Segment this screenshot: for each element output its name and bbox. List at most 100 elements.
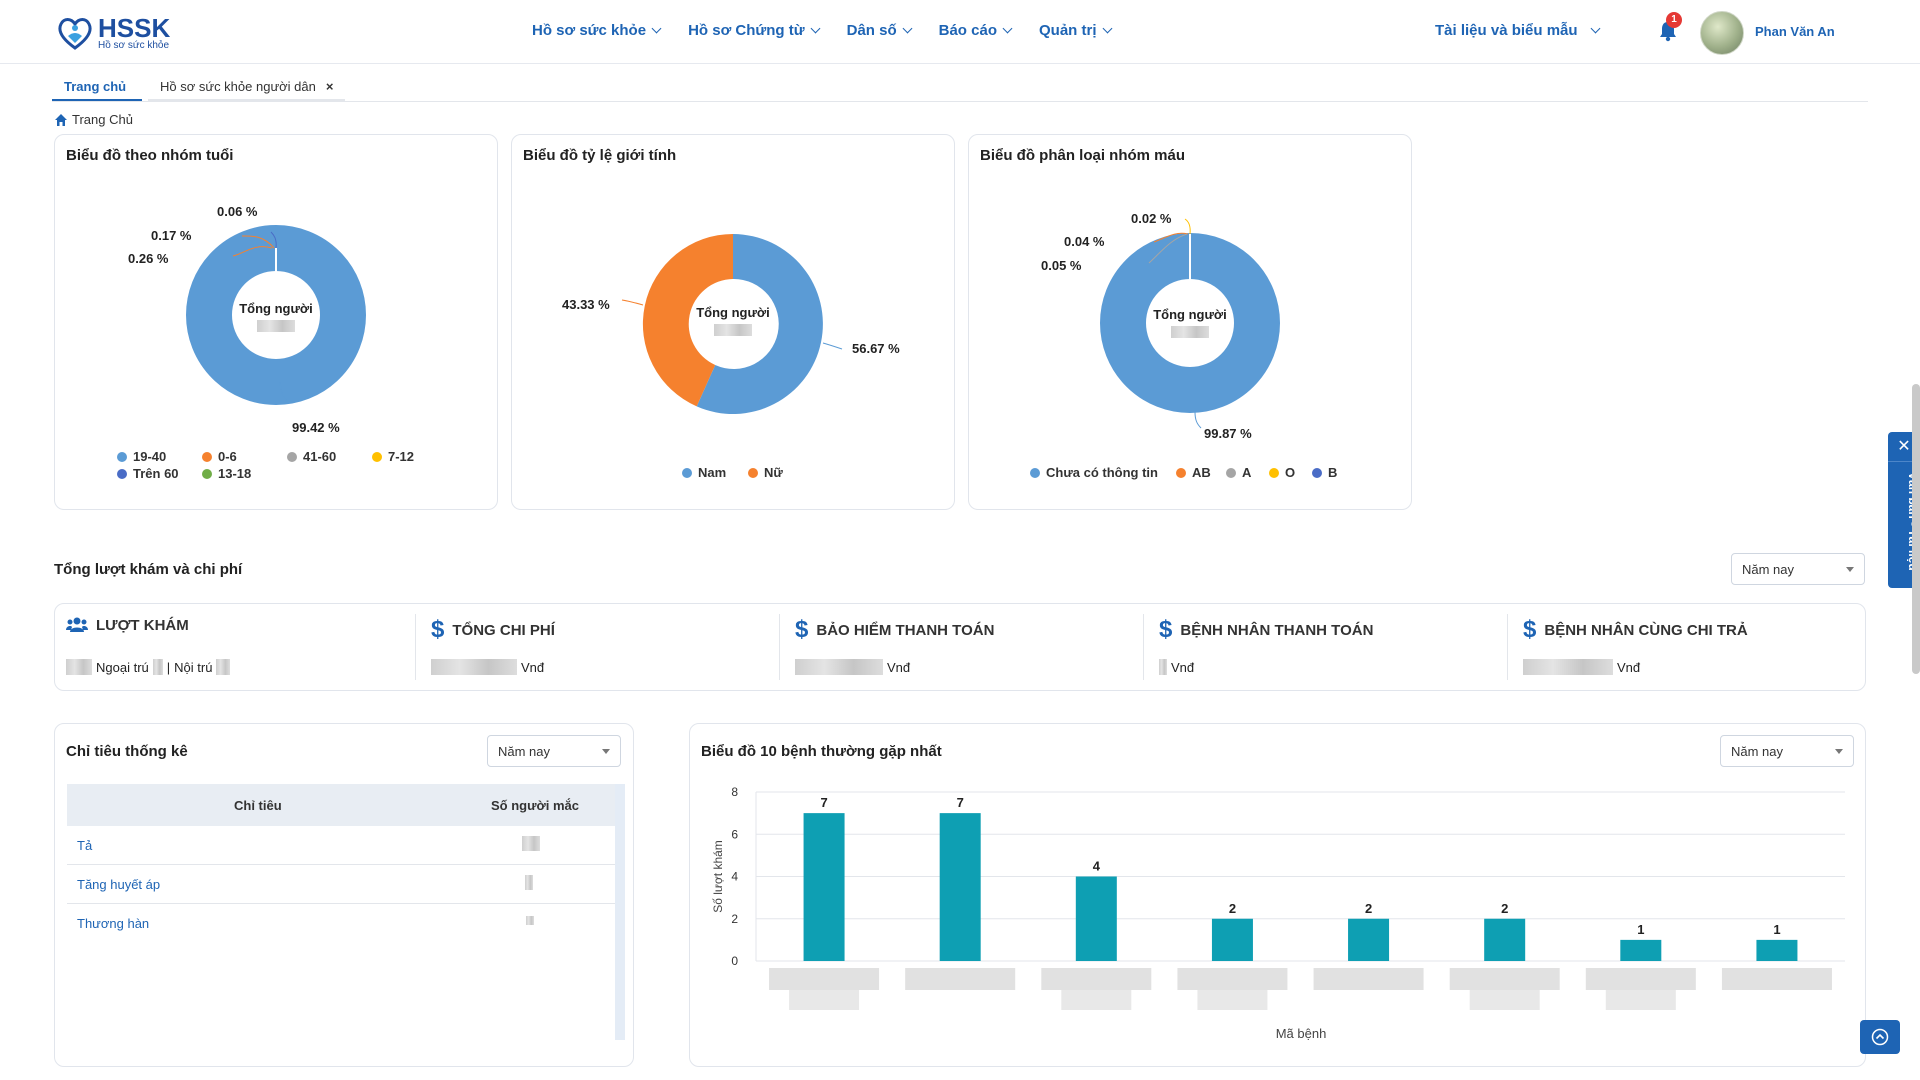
bar[interactable] (1348, 918, 1390, 961)
disease-chart-card: Biểu đồ 10 bệnh thường gặp nhất Năm nay … (689, 723, 1866, 1067)
stats-period-select[interactable]: Năm nay (487, 735, 621, 767)
legend-label: O (1285, 465, 1296, 480)
table-scrollbar[interactable] (615, 784, 625, 1040)
bar-value-label: 1 (1637, 922, 1644, 937)
nav-admin[interactable]: Quản trị (1039, 22, 1112, 39)
legend-item[interactable]: Nam (682, 465, 726, 480)
unit: Vnđ (1171, 659, 1195, 675)
gender-slice-male[interactable] (696, 234, 823, 414)
legend-item[interactable]: Chưa có thông tin (1030, 465, 1158, 480)
legend-item[interactable]: 41-60 (287, 449, 336, 464)
center-label: Tổng người (239, 301, 313, 316)
center-label: Tổng người (1153, 307, 1227, 322)
app-logo[interactable]: HSSK Hồ sơ sức khỏe (56, 14, 170, 52)
donut-center: Tổng người (226, 301, 326, 333)
redacted-value (525, 875, 533, 890)
legend-label: 13-18 (218, 466, 252, 481)
pct-label: 0.02 % (1131, 211, 1172, 226)
select-value: Năm nay (498, 743, 551, 759)
y-tick-label: 4 (731, 870, 738, 884)
row-link[interactable]: Tả (77, 838, 93, 853)
bar-value-label: 4 (1093, 859, 1101, 874)
stat-value: Vnđ (431, 659, 544, 675)
bar[interactable] (1211, 918, 1253, 961)
legend-item[interactable]: 0-6 (202, 449, 237, 464)
legend-label: 19-40 (133, 449, 167, 464)
tab-home[interactable]: Trang chủ (52, 77, 142, 101)
users-icon (66, 617, 88, 632)
separator: | (166, 659, 171, 675)
table-row: Thương hàn (67, 904, 625, 943)
bar[interactable] (803, 813, 845, 961)
gender-legend: Nam Nữ (682, 465, 882, 483)
redacted-x-label (1313, 968, 1424, 990)
bar[interactable] (1620, 939, 1662, 961)
breadcrumb-label[interactable]: Trang Chủ (72, 112, 133, 127)
pct-label: 0.26 % (128, 251, 169, 266)
heart-logo-icon (58, 18, 92, 50)
legend-item[interactable]: 7-12 (372, 449, 414, 464)
docs-templates-menu[interactable]: Tài liệu và biểu mẫu (1435, 22, 1600, 39)
legend-item[interactable]: AB (1176, 465, 1211, 480)
nav-population[interactable]: Dân số (847, 22, 913, 39)
redacted-value (526, 916, 534, 925)
legend-dot (1176, 467, 1186, 478)
legend-dot (1312, 467, 1322, 478)
chevron-down-icon (902, 23, 913, 34)
chevron-down-icon (1102, 23, 1112, 34)
legend-item[interactable]: Trên 60 (117, 466, 179, 481)
pct-label: 0.05 % (1041, 258, 1082, 273)
legend-item[interactable]: 19-40 (117, 449, 166, 464)
legend-item[interactable]: 13-18 (202, 466, 251, 481)
legend-item[interactable]: A (1226, 465, 1251, 480)
bar[interactable] (939, 813, 981, 961)
legend-dot (1226, 467, 1236, 478)
stat-value: Vnđ (1159, 659, 1194, 675)
gender-chart-card: Biểu đồ tỷ lệ giới tính Tổng người 43.33… (511, 134, 955, 510)
bar-value-label: 2 (1365, 901, 1372, 916)
bar[interactable] (1756, 939, 1798, 961)
redacted-x-label (1197, 990, 1268, 1010)
redacted-value (1159, 659, 1167, 675)
scroll-to-top-button[interactable] (1860, 1020, 1900, 1054)
legend-item[interactable]: B (1312, 465, 1337, 480)
dollar-icon: $ (1523, 616, 1537, 643)
legend-item[interactable]: O (1269, 465, 1295, 480)
legend-label: Nam (698, 465, 727, 480)
row-link[interactable]: Tăng huyết áp (77, 877, 161, 892)
redacted-value (795, 659, 883, 675)
stat-total-cost: $ TỔNG CHI PHÍ Vnđ (431, 604, 781, 690)
nav-health-records[interactable]: Hồ sơ sức khỏe (532, 22, 662, 39)
copay-label: BỆNH NHÂN CÙNG CHI TRẢ (1544, 621, 1748, 639)
pct-label: 0.04 % (1064, 234, 1105, 249)
avatar[interactable] (1700, 11, 1744, 55)
stat-label: $ BỆNH NHÂN CÙNG CHI TRẢ (1523, 616, 1748, 644)
bar[interactable] (1075, 876, 1117, 962)
section-title: Tổng lượt khám và chi phí (54, 561, 243, 578)
column-header: Chỉ tiêu (234, 798, 282, 813)
label-connector (621, 299, 644, 306)
card-title: Biểu đồ theo nhóm tuổi (66, 147, 234, 164)
center-label: Tổng người (696, 305, 770, 320)
summary-stats-card: LƯỢT KHÁM Ngoại trú | Nội trú $ TỔNG CHI … (54, 603, 1866, 691)
legend-item[interactable]: Nữ (748, 465, 783, 480)
stat-insurance: $ BẢO HIỂM THANH TOÁN Vnđ (795, 604, 1145, 690)
row-link[interactable]: Thương hàn (77, 916, 150, 931)
legend-label: 41-60 (303, 449, 337, 464)
stat-visits: LƯỢT KHÁM Ngoại trú | Nội trú (66, 604, 416, 690)
nav-reports[interactable]: Báo cáo (939, 22, 1013, 39)
gender-slice-female[interactable] (642, 233, 733, 407)
divider (415, 614, 416, 680)
bar[interactable] (1484, 918, 1526, 961)
disease-period-select[interactable]: Năm nay (1720, 735, 1854, 767)
close-icon[interactable]: ✕ (1888, 432, 1920, 462)
bar-value-label: 7 (957, 795, 964, 810)
tab-citizen-health[interactable]: Hồ sơ sức khỏe người dân × (148, 77, 346, 101)
nav-documents[interactable]: Hồ sơ Chứng từ (688, 22, 821, 39)
page-scrollbar[interactable] (1912, 384, 1920, 674)
blood-legend: Chưa có thông tin AB A O B (1030, 465, 1370, 483)
label-connector (822, 342, 843, 350)
close-icon[interactable]: × (325, 79, 334, 94)
user-name[interactable]: Phan Văn An (1755, 24, 1835, 39)
summary-period-select[interactable]: Năm nay (1731, 553, 1865, 585)
